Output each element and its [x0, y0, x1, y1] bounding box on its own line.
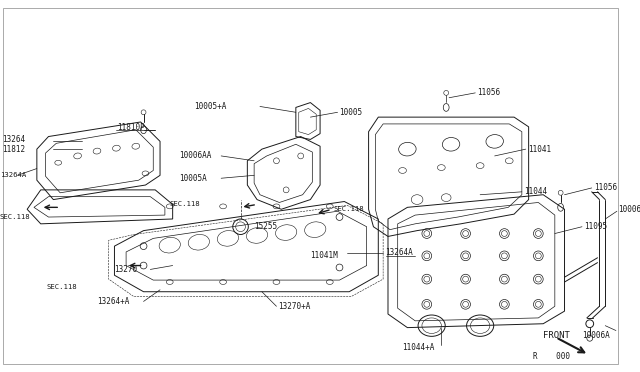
Text: 15255: 15255 [254, 222, 277, 231]
Text: 10005A: 10005A [179, 174, 207, 183]
Text: 13270+A: 13270+A [278, 302, 311, 311]
Text: SEC.118: SEC.118 [170, 201, 200, 208]
Text: SEC.118: SEC.118 [47, 284, 77, 290]
Text: 13264A: 13264A [385, 248, 413, 257]
Text: 10006A: 10006A [582, 331, 610, 340]
Text: 11056: 11056 [477, 89, 500, 97]
Text: 10006: 10006 [618, 205, 640, 214]
Text: 11056: 11056 [594, 183, 617, 192]
Text: 11044+A: 11044+A [403, 343, 435, 352]
Text: 10005+A: 10005+A [194, 102, 227, 111]
Text: 13270: 13270 [115, 265, 138, 274]
Text: 11044: 11044 [524, 187, 547, 196]
Text: SEC.118: SEC.118 [0, 214, 31, 220]
Text: 13264A: 13264A [0, 172, 26, 178]
Text: 13264: 13264 [2, 135, 25, 144]
Text: FRONT: FRONT [543, 331, 570, 340]
Text: 11095: 11095 [584, 222, 607, 231]
Text: 10006AA: 10006AA [179, 151, 212, 160]
Text: 11812: 11812 [2, 145, 25, 154]
Text: 11810P: 11810P [117, 123, 145, 132]
Text: 11041M: 11041M [310, 251, 338, 260]
Text: 11041: 11041 [527, 145, 551, 154]
Text: 10005: 10005 [339, 108, 363, 117]
Text: R    000: R 000 [534, 352, 570, 361]
Text: 13264+A: 13264+A [97, 297, 129, 306]
Text: SEC.118: SEC.118 [333, 206, 364, 212]
